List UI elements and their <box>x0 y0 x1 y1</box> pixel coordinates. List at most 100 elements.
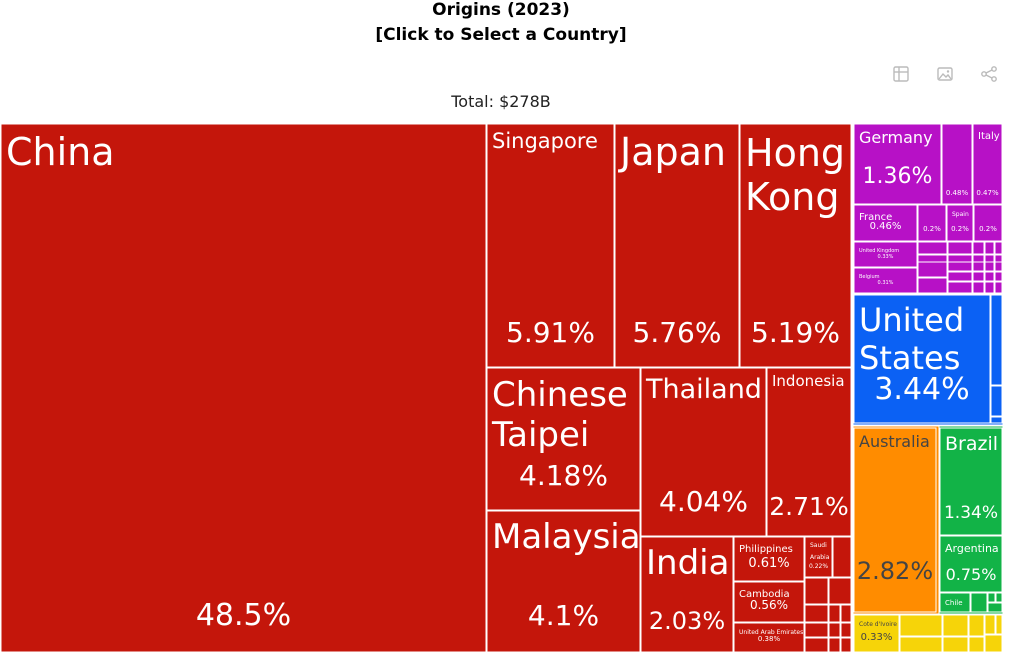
tile-italy[interactable] <box>972 123 1003 205</box>
tile-small-europe-4[interactable] <box>994 241 1003 255</box>
tile-small-europe-3[interactable] <box>984 241 995 255</box>
tile-small-europe-15[interactable] <box>917 277 948 294</box>
tile-germany[interactable] <box>853 123 942 205</box>
tile-small-europe-18[interactable] <box>984 271 995 282</box>
tile-small-europe-21[interactable] <box>972 281 985 294</box>
tile-france-value: 0.46% <box>870 221 902 232</box>
tile-small-africa-35[interactable] <box>968 614 985 637</box>
tile-singapore-label: Singapore <box>492 129 598 153</box>
tile-small-north_america-24[interactable] <box>990 294 1003 386</box>
tile-chile[interactable] <box>939 592 971 613</box>
tile-small-south_america-27[interactable] <box>970 592 988 613</box>
tile-small-europe-12[interactable] <box>972 261 985 272</box>
tile-small-europe-2[interactable] <box>972 241 985 255</box>
tile-france[interactable] <box>853 204 918 242</box>
tile-small-south_america-30[interactable] <box>987 602 1003 613</box>
tile-small-asia-43[interactable] <box>804 604 829 623</box>
tile-saudi-arabia-label: Saudi <box>810 542 827 549</box>
tile-small-europe-11[interactable] <box>947 261 973 272</box>
tile-argentina[interactable] <box>939 535 1003 593</box>
table-icon[interactable] <box>892 65 910 83</box>
tile-japan-value: 5.76% <box>633 316 722 349</box>
tile-japan[interactable] <box>614 123 740 368</box>
tile-cambodia-label: Cambodia <box>739 589 790 600</box>
tile-small-asia-46[interactable] <box>804 622 829 638</box>
tile-saudi-arabia[interactable] <box>804 536 833 578</box>
tile-small-asia-47[interactable] <box>828 622 841 638</box>
tile-small-north_america-26[interactable] <box>990 416 1003 424</box>
tile-indonesia-value: 2.71% <box>769 492 848 521</box>
tile-small-europe-13[interactable] <box>984 261 995 272</box>
tile-small-africa-34[interactable] <box>942 636 969 653</box>
tile-small-africa-33[interactable] <box>942 614 969 637</box>
tile-chinese-taipei[interactable] <box>486 367 641 511</box>
tile-small-africa-32[interactable] <box>899 636 943 653</box>
tile-cote-d-ivoire-value: 0.33% <box>861 632 893 643</box>
tile-small-europe-16[interactable] <box>947 271 973 282</box>
tile-singapore[interactable] <box>486 123 615 368</box>
tile-small-africa-36[interactable] <box>968 636 985 653</box>
tile-australia[interactable] <box>853 427 937 613</box>
share-icon[interactable] <box>980 65 998 83</box>
tile-small-europe-14[interactable] <box>994 261 1003 272</box>
tile-belgium[interactable] <box>853 267 918 294</box>
tile-cambodia[interactable] <box>733 581 805 623</box>
tile-small-europe-0[interactable] <box>917 241 948 255</box>
tile-united-kingdom-value: 0.33% <box>878 254 894 260</box>
tile-chinese-taipei-label-2: Taipei <box>491 415 589 455</box>
tile-small-asia-44[interactable] <box>828 604 841 623</box>
tile-india[interactable] <box>640 536 734 653</box>
tile-small-south_america-28[interactable] <box>987 592 996 603</box>
tile-small-europe-23[interactable] <box>994 281 1003 294</box>
tile-small-europe-20[interactable] <box>947 281 973 294</box>
tile-belgium-value: 0.31% <box>878 280 894 286</box>
tile-small-asia-51[interactable] <box>840 637 852 653</box>
tile-small-europe-10[interactable] <box>917 261 948 278</box>
tile-thailand[interactable] <box>640 367 767 537</box>
tile-unlabeled-14[interactable] <box>941 123 973 205</box>
tile-spain[interactable] <box>946 204 974 242</box>
tile-small-africa-31[interactable] <box>899 614 943 637</box>
tile-hong-kong[interactable] <box>739 123 852 368</box>
tile-small-south_america-29[interactable] <box>995 592 1003 603</box>
tile-small-asia-49[interactable] <box>804 637 829 653</box>
tile-unlabeled-17[interactable] <box>917 204 947 242</box>
tile-philippines[interactable] <box>733 536 805 582</box>
tile-malaysia[interactable] <box>486 510 641 653</box>
tile-small-africa-38[interactable] <box>995 614 1003 635</box>
tile-small-asia-45[interactable] <box>840 604 852 623</box>
tile-united-kingdom[interactable] <box>853 241 918 268</box>
tile-small-asia-41[interactable] <box>804 577 829 605</box>
chart-title-line1: Origins (2023) <box>432 0 570 20</box>
tile-small-asia-42[interactable] <box>828 577 852 605</box>
tile-small-europe-22[interactable] <box>984 281 995 294</box>
tile-united-states-value: 3.44% <box>874 372 969 407</box>
tile-united-arab-emirates[interactable] <box>733 622 805 653</box>
tile-united-kingdom-label: United Kingdom <box>859 248 899 254</box>
tile-small-europe-19[interactable] <box>994 271 1003 282</box>
tile-small-africa-37[interactable] <box>984 614 996 635</box>
tile-thailand-label: Thailand <box>645 374 762 405</box>
tile-indonesia[interactable] <box>766 367 852 537</box>
tile-cote-d-ivoire[interactable] <box>853 614 900 653</box>
tile-chile-label: Chile <box>945 599 963 607</box>
tile-germany-value: 1.36% <box>863 164 933 189</box>
tile-small-europe-17[interactable] <box>972 271 985 282</box>
tile-brazil[interactable] <box>939 427 1003 536</box>
tile-brazil-value: 1.34% <box>944 503 998 523</box>
tile-unlabeled-19[interactable] <box>973 204 1003 242</box>
tile-france-label: France <box>859 212 892 223</box>
tile-small-asia-50[interactable] <box>828 637 841 653</box>
tile-china-value: 48.5% <box>196 598 291 633</box>
tile-small-europe-1[interactable] <box>947 241 973 255</box>
tile-china[interactable] <box>0 123 487 653</box>
tile-small-north_america-25[interactable] <box>990 385 1003 417</box>
tile-united-states[interactable] <box>853 294 991 424</box>
tile-small-asia-40[interactable] <box>832 536 852 578</box>
tile-small-asia-48[interactable] <box>840 622 852 638</box>
tile-spain-label: Spain <box>952 211 969 218</box>
tile-small-africa-39[interactable] <box>984 634 1003 653</box>
tile-india-value: 2.03% <box>649 607 725 635</box>
image-icon[interactable] <box>936 65 954 83</box>
